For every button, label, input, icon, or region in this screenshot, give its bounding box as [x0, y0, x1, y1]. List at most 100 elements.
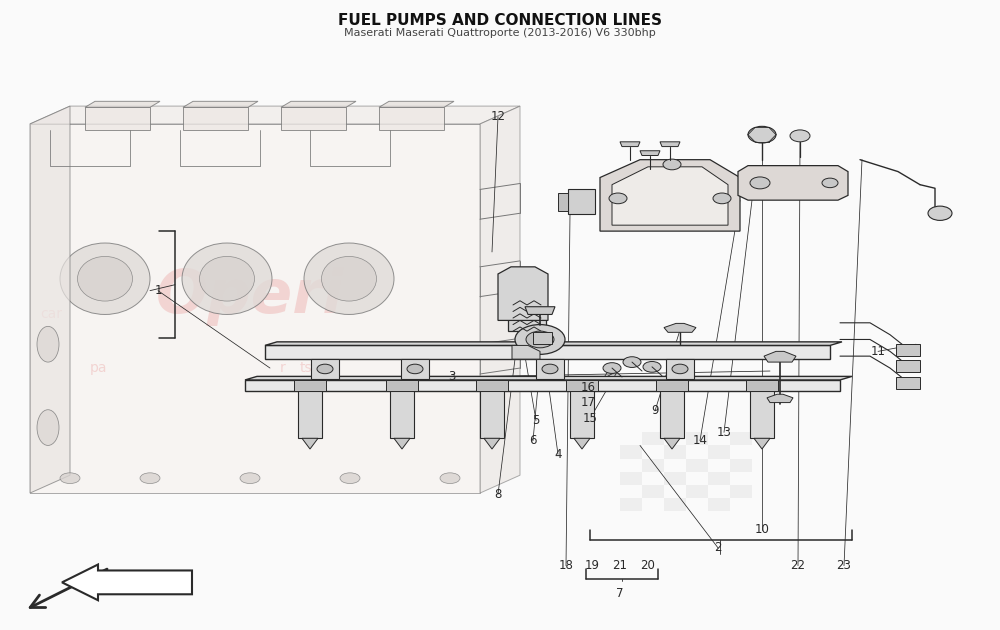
Polygon shape — [311, 358, 339, 379]
Text: r: r — [280, 361, 286, 375]
Polygon shape — [294, 380, 326, 391]
Polygon shape — [896, 360, 920, 372]
Polygon shape — [568, 190, 595, 214]
Bar — [730, 484, 752, 498]
Text: 15: 15 — [583, 412, 597, 425]
Text: 6: 6 — [529, 434, 537, 447]
Bar — [642, 459, 664, 472]
Text: 16: 16 — [580, 381, 596, 394]
Text: 22: 22 — [790, 559, 806, 572]
Text: 5: 5 — [532, 414, 540, 427]
Circle shape — [928, 206, 952, 220]
Text: 11: 11 — [870, 345, 886, 358]
Polygon shape — [498, 267, 548, 321]
Polygon shape — [574, 438, 590, 449]
Circle shape — [790, 130, 810, 142]
Polygon shape — [664, 438, 680, 449]
Text: 9: 9 — [651, 404, 659, 418]
Bar — [664, 445, 686, 459]
Text: 8: 8 — [494, 488, 502, 501]
Polygon shape — [570, 391, 594, 438]
Ellipse shape — [60, 243, 150, 314]
Polygon shape — [767, 394, 793, 403]
Polygon shape — [660, 391, 684, 438]
Polygon shape — [764, 352, 796, 362]
Text: 19: 19 — [584, 559, 600, 572]
Polygon shape — [508, 292, 546, 331]
Polygon shape — [484, 438, 500, 449]
Polygon shape — [302, 438, 318, 449]
Bar — [686, 484, 708, 498]
Polygon shape — [620, 142, 640, 147]
Polygon shape — [738, 166, 848, 200]
Text: pa: pa — [90, 361, 108, 375]
Polygon shape — [85, 107, 150, 130]
Bar — [664, 472, 686, 484]
Polygon shape — [664, 323, 696, 333]
Bar — [686, 459, 708, 472]
Polygon shape — [183, 107, 248, 130]
Ellipse shape — [37, 410, 59, 445]
Polygon shape — [401, 358, 429, 379]
Polygon shape — [265, 345, 830, 358]
Bar — [708, 472, 730, 484]
Text: Operi: Operi — [156, 267, 344, 326]
Text: 13: 13 — [717, 426, 731, 439]
Ellipse shape — [340, 473, 360, 484]
Text: 20: 20 — [641, 559, 655, 572]
Polygon shape — [245, 380, 840, 391]
Ellipse shape — [37, 326, 59, 362]
Polygon shape — [746, 380, 778, 391]
Polygon shape — [183, 101, 258, 107]
Circle shape — [407, 364, 423, 374]
Ellipse shape — [304, 243, 394, 314]
Ellipse shape — [78, 256, 132, 301]
Polygon shape — [600, 159, 740, 231]
Polygon shape — [612, 167, 728, 225]
Ellipse shape — [240, 473, 260, 484]
Polygon shape — [30, 124, 480, 493]
Bar — [686, 432, 708, 445]
Circle shape — [643, 362, 661, 372]
Circle shape — [317, 364, 333, 374]
Bar — [708, 498, 730, 511]
Bar — [620, 498, 642, 511]
Polygon shape — [379, 107, 444, 130]
Bar — [708, 445, 730, 459]
Text: 21: 21 — [612, 559, 628, 572]
Polygon shape — [245, 376, 852, 380]
Text: 4: 4 — [554, 448, 562, 461]
Ellipse shape — [440, 473, 460, 484]
Polygon shape — [298, 391, 322, 438]
Text: car: car — [40, 307, 62, 321]
Polygon shape — [30, 106, 520, 124]
Text: 12: 12 — [490, 110, 506, 123]
Text: 18: 18 — [559, 559, 573, 572]
Circle shape — [603, 363, 621, 374]
Circle shape — [663, 159, 681, 170]
Polygon shape — [480, 391, 504, 438]
Circle shape — [822, 178, 838, 188]
Circle shape — [748, 127, 776, 143]
Circle shape — [713, 193, 731, 203]
Polygon shape — [394, 438, 410, 449]
Polygon shape — [390, 391, 414, 438]
Polygon shape — [896, 377, 920, 389]
Ellipse shape — [199, 256, 254, 301]
Polygon shape — [30, 106, 70, 493]
Bar — [730, 432, 752, 445]
Polygon shape — [62, 564, 192, 600]
Polygon shape — [656, 380, 688, 391]
Bar — [620, 445, 642, 459]
Polygon shape — [386, 380, 418, 391]
Polygon shape — [666, 358, 694, 379]
Text: 10: 10 — [755, 524, 769, 537]
Text: 1: 1 — [154, 284, 162, 297]
Text: FUEL PUMPS AND CONNECTION LINES: FUEL PUMPS AND CONNECTION LINES — [338, 13, 662, 28]
Polygon shape — [379, 101, 454, 107]
Circle shape — [542, 364, 558, 374]
Text: 14: 14 — [692, 434, 708, 447]
Polygon shape — [566, 380, 598, 391]
Polygon shape — [512, 345, 540, 359]
Bar — [620, 472, 642, 484]
